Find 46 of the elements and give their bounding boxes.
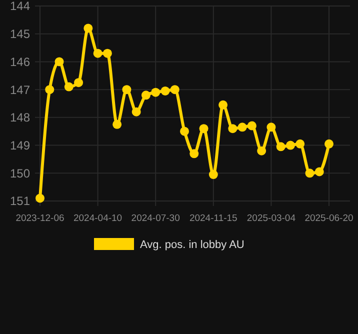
y-tick-label: 148 [10, 110, 30, 125]
point [112, 120, 122, 129]
point [132, 107, 141, 116]
point [257, 146, 266, 156]
legend-label: Avg. pos. in lobby AU [140, 238, 244, 251]
point [218, 100, 228, 110]
point [54, 57, 64, 66]
point [296, 139, 305, 148]
point [84, 24, 93, 33]
point [36, 194, 44, 203]
point [199, 124, 208, 134]
y-tick-label: 151 [10, 194, 30, 208]
point [102, 48, 112, 58]
point [180, 126, 189, 136]
x-tick-label: 2025-06-20 [304, 213, 354, 224]
point [305, 168, 314, 178]
point [276, 142, 286, 152]
x-tick-label: 2025-03-04 [246, 213, 296, 224]
point [170, 85, 180, 94]
x-tick-label: 2023-12-06 [16, 213, 64, 224]
point [208, 170, 218, 180]
point [247, 121, 256, 130]
point [266, 122, 276, 132]
point [238, 122, 247, 132]
point [93, 48, 102, 58]
point [151, 88, 160, 97]
y-tick-label: 150 [10, 166, 30, 180]
point [122, 85, 132, 94]
point [286, 140, 295, 150]
point [74, 78, 84, 88]
y-tick-label: 144 [10, 0, 30, 14]
y-tick-label: 146 [10, 54, 30, 69]
point [45, 85, 54, 94]
point [64, 82, 74, 92]
point [314, 167, 324, 176]
point [228, 124, 238, 134]
point [141, 90, 150, 100]
y-tick-label: 145 [10, 27, 30, 42]
x-tick-label: 2024-04-10 [73, 213, 122, 224]
y-tick-label: 147 [10, 82, 30, 97]
x-tick-label: 2024-07-30 [131, 213, 180, 224]
x-tick-label: 2024-11-15 [189, 213, 238, 224]
point [324, 139, 334, 148]
point [160, 86, 170, 96]
point [190, 149, 199, 158]
y-tick-label: 149 [10, 138, 30, 152]
